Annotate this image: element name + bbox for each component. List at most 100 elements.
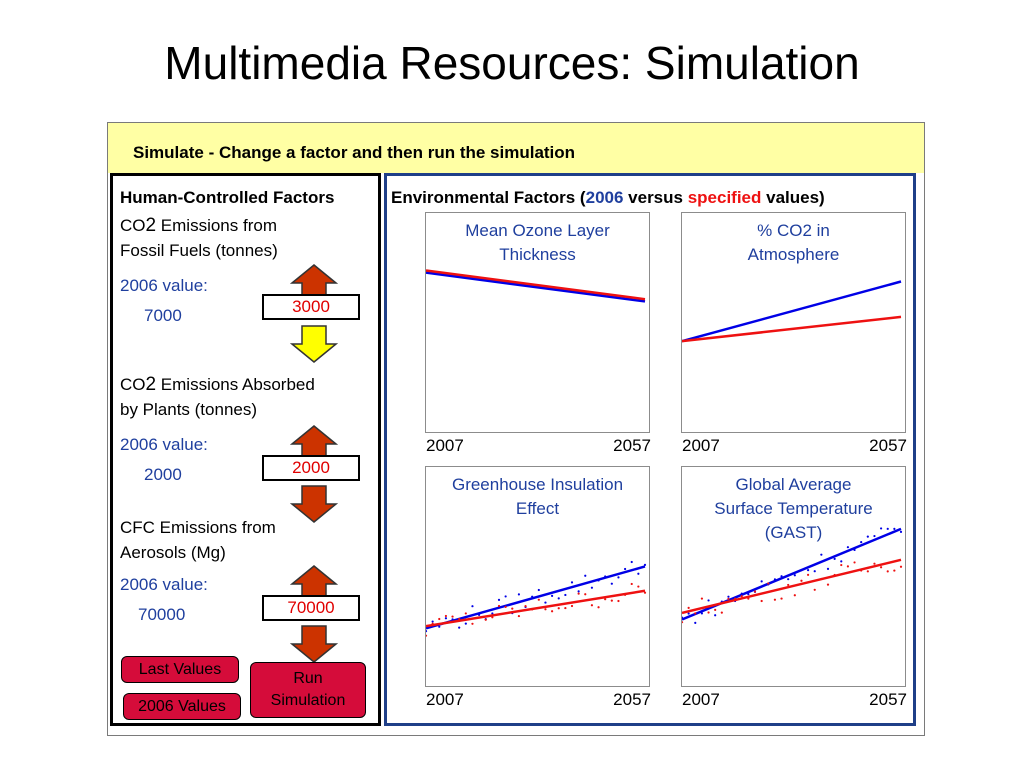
series-scatter-point <box>893 527 896 530</box>
x-axis-end-label: 2057 <box>613 436 651 455</box>
plant-absorption-value-input[interactable]: 2000 <box>262 455 360 481</box>
decrease-fossil-fuel-button[interactable] <box>290 324 338 364</box>
simulation-frame: Simulate - Change a factor and then run … <box>107 122 925 736</box>
series-scatter-point <box>826 567 830 570</box>
series-scatter-point <box>604 598 607 601</box>
series-scatter-point <box>604 575 607 578</box>
series-scatter-point <box>497 598 501 601</box>
series-scatter-point <box>879 566 883 569</box>
series-scatter-point <box>733 597 737 600</box>
series-scatter-point <box>491 612 494 615</box>
series-scatter-point <box>740 592 743 595</box>
series-scatter-point <box>471 622 474 625</box>
series-scatter-point <box>577 592 580 595</box>
series-scatter-point <box>570 604 574 608</box>
series-scatter-point <box>617 599 620 603</box>
series-scatter-point <box>444 614 448 618</box>
series-2006-line <box>426 271 646 303</box>
series-scatter-point <box>800 569 803 572</box>
last-values-button[interactable]: Last Values <box>121 656 239 683</box>
series-scatter-point <box>451 615 454 618</box>
chart-title-line: (GAST) <box>764 523 823 542</box>
series-scatter-point <box>793 574 796 577</box>
series-scatter-point <box>597 579 600 582</box>
series-scatter-point <box>464 612 467 615</box>
chart-plot-area <box>426 560 647 637</box>
fossil-fuel-value-input[interactable]: 3000 <box>262 294 360 320</box>
series-scatter-point <box>550 610 554 613</box>
series-scatter-point <box>853 548 856 552</box>
series-scatter-point <box>564 593 567 597</box>
series-scatter-point <box>727 597 730 601</box>
decrease-plant-absorption-button[interactable] <box>290 484 338 524</box>
series-scatter-point <box>570 581 574 584</box>
series-scatter-point <box>879 527 883 530</box>
series-scatter-point <box>720 611 723 614</box>
series-scatter-point <box>458 617 461 621</box>
series-2006-line <box>426 565 646 630</box>
human-controlled-factors-panel: Human-Controlled Factors CO2 Emissions f… <box>110 173 381 726</box>
series-scatter-point <box>517 614 521 618</box>
x-axis-end-label: 2057 <box>869 690 907 709</box>
series-scatter-point <box>806 573 810 576</box>
series-scatter-point <box>747 597 750 600</box>
series-scatter-point <box>682 616 684 619</box>
series-scatter-point <box>438 625 441 628</box>
x-axis-end-label: 2057 <box>613 690 651 709</box>
chart-title-line: Effect <box>515 499 560 518</box>
series-scatter-point <box>637 572 640 575</box>
cfc-emissions-value-input[interactable]: 70000 <box>262 595 360 621</box>
series-scatter-point <box>886 570 889 573</box>
series-scatter-point <box>643 591 647 594</box>
series-2006-line <box>682 280 902 343</box>
series-scatter-point <box>426 634 428 637</box>
value-2006-label: 2006 value: <box>120 276 208 295</box>
series-scatter-point <box>833 557 836 560</box>
series-scatter-point <box>557 597 560 600</box>
series-scatter-point <box>610 599 613 602</box>
series-scatter-point <box>444 617 448 620</box>
series-scatter-point <box>497 604 501 608</box>
x-axis-end-label: 2057 <box>869 436 907 455</box>
series-scatter-point <box>700 612 704 615</box>
series-scatter-point <box>780 575 783 578</box>
chart-title-line: Mean Ozone Layer <box>465 221 610 240</box>
series-scatter-point <box>893 569 896 572</box>
series-scatter-point <box>531 608 534 611</box>
series-scatter-point <box>773 578 777 581</box>
series-scatter-point <box>477 613 481 616</box>
run-simulation-button[interactable]: Run Simulation <box>250 662 366 718</box>
series-scatter-point <box>860 569 863 572</box>
series-scatter-point <box>511 607 514 610</box>
environmental-factors-panel: Environmental Factors (2006 versus speci… <box>384 173 916 726</box>
chart-co2-atmosphere: % CO2 in Atmosphere 2007 2057 <box>681 212 907 455</box>
chart-title-line: Global Average <box>735 475 852 494</box>
series-scatter-point <box>820 577 823 581</box>
series-scatter-point <box>694 612 697 615</box>
2006-values-button[interactable]: 2006 Values <box>123 693 241 720</box>
series-specified-line <box>682 315 902 343</box>
series-scatter-point <box>537 588 540 592</box>
series-scatter-point <box>899 530 903 534</box>
series-scatter-point <box>637 585 640 588</box>
series-specified-line <box>426 269 646 301</box>
series-scatter-point <box>873 562 876 565</box>
series-scatter-point <box>682 621 684 624</box>
series-scatter-point <box>813 588 816 591</box>
series-scatter-point <box>714 614 717 617</box>
series-scatter-point <box>740 595 743 598</box>
x-axis-start-label: 2007 <box>426 690 464 709</box>
chart-plot-area <box>426 269 646 303</box>
series-scatter-point <box>846 565 850 568</box>
run-simulation-label-line2: Simulation <box>270 692 346 709</box>
series-scatter-point <box>550 594 554 597</box>
series-scatter-point <box>597 606 600 609</box>
chart-plot-area <box>682 280 902 343</box>
series-scatter-point <box>531 595 534 598</box>
series-scatter-point <box>820 553 823 556</box>
value-2006-label: 2006 value: <box>120 575 208 594</box>
series-scatter-point <box>517 593 521 596</box>
series-scatter-point <box>787 583 790 587</box>
decrease-cfc-emissions-button[interactable] <box>290 624 338 664</box>
series-scatter-point <box>564 606 567 610</box>
